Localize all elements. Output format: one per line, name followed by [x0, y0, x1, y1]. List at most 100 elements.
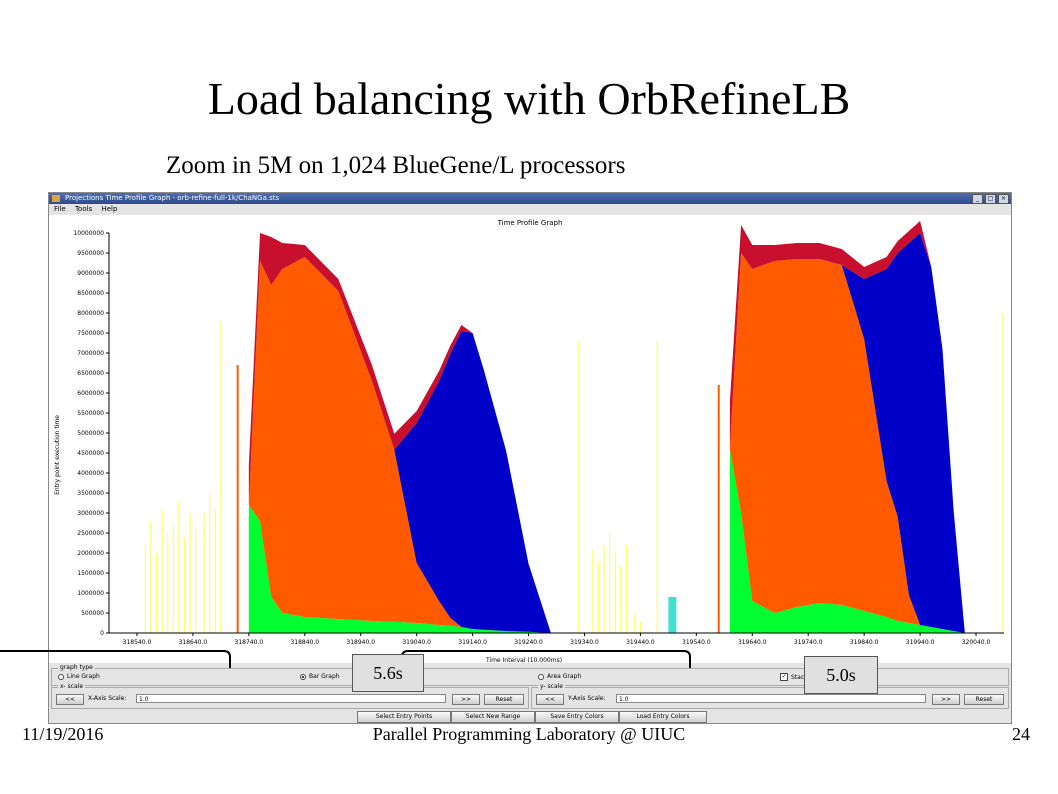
y-scale-next-button[interactable]: >>: [932, 694, 960, 705]
y-tick-label: 500000: [81, 610, 104, 617]
y-tick-label: 6000000: [77, 390, 104, 397]
x-scale-next-button[interactable]: >>: [452, 694, 480, 705]
stacked-areas: [248, 221, 965, 633]
bracket-first-end: [0, 650, 231, 668]
x-tick-label: 318840.0: [290, 639, 319, 646]
area-blue-block-1: [248, 257, 551, 633]
y-scale-prev-button[interactable]: <<: [536, 694, 564, 705]
area-orange-block-1: [248, 257, 551, 633]
y-axis-scale-field[interactable]: 1.0: [616, 694, 926, 703]
footer-date: 11/19/2016: [22, 724, 104, 744]
y-tick-label: 3500000: [77, 490, 104, 497]
window-titlebar[interactable]: Projections Time Profile Graph - orb-ref…: [49, 193, 1011, 204]
select-new-range-button[interactable]: Select New Range: [451, 711, 535, 723]
y-tick-label: 9000000: [77, 270, 104, 277]
slide-subtitle: Zoom in 5M on 1,024 BlueGene/L processor…: [166, 152, 626, 179]
radio-icon: [58, 673, 64, 680]
x-scale-reset-button[interactable]: Reset: [484, 694, 524, 705]
y-scale-label: y- scale: [538, 683, 565, 690]
y-tick-label: 6500000: [77, 370, 104, 377]
x-tick-label: 318940.0: [346, 639, 375, 646]
area-blue-block-2: [729, 233, 965, 633]
close-button[interactable]: ×: [998, 194, 1009, 204]
y-tick-label: 1000000: [77, 590, 104, 597]
x-axis-label: Time Interval (10.000ms): [485, 657, 562, 663]
background-spikes: [144, 313, 1004, 633]
x-tick-label: 319740.0: [794, 639, 823, 646]
bar-graph-radio[interactable]: Bar Graph: [300, 673, 340, 680]
duration-label-second: 5.0s: [804, 656, 878, 694]
y-axis-scale-label: Y-Axis Scale:: [568, 695, 606, 702]
select-entry-points-button[interactable]: Select Entry Points: [357, 711, 451, 723]
footer-lab: Parallel Programming Laboratory @ UIUC: [372, 724, 686, 744]
area-green-block-1: [248, 505, 551, 633]
x-tick-label: 319140.0: [458, 639, 487, 646]
menubar: File Tools Help: [49, 204, 1011, 214]
bracket-second: [401, 650, 691, 668]
load-entry-colors-button[interactable]: Load Entry Colors: [619, 711, 707, 723]
x-tick-label: 319640.0: [738, 639, 767, 646]
time-profile-chart: Time Profile Graph 0 500000 1000000 1500000…: [54, 219, 1004, 663]
window-title: Projections Time Profile Graph - orb-ref…: [65, 194, 280, 202]
area-red-block-1: [248, 233, 551, 633]
graph-type-panel: graph type Line Graph Bar Graph Area Gra…: [51, 664, 1009, 686]
area-red-block-2: [729, 221, 965, 633]
chart-axes: 0 500000 1000000 1500000 2000000 2500000 30000…: [73, 230, 1004, 646]
y-tick-label: 4500000: [77, 450, 104, 457]
line-graph-label: Line Graph: [67, 673, 100, 680]
time-profile-plot[interactable]: Time Profile Graph 0 500000 1000000 1500000…: [49, 215, 1011, 663]
save-entry-colors-button[interactable]: Save Entry Colors: [535, 711, 619, 723]
stacked-checkbox[interactable]: ✓ Stacked: [780, 673, 815, 681]
stacked-label: Stacked: [791, 673, 815, 681]
x-scale-label: x- scale: [58, 683, 86, 690]
x-tick-label: 319540.0: [682, 639, 711, 646]
x-tick-label: 318540.0: [123, 639, 152, 646]
menu-file[interactable]: File: [54, 205, 66, 213]
x-tick-label: 319040.0: [402, 639, 431, 646]
app-icon: [52, 195, 60, 202]
projections-window: Projections Time Profile Graph - orb-ref…: [48, 192, 1012, 724]
y-tick-label: 7500000: [77, 330, 104, 337]
x-scale-prev-button[interactable]: <<: [56, 694, 84, 705]
checkmark-icon: ✓: [780, 673, 788, 681]
x-tick-label: 318740.0: [235, 639, 264, 646]
x-tick-label: 318640.0: [179, 639, 208, 646]
bar-graph-label: Bar Graph: [309, 673, 340, 680]
x-axis-scale-field[interactable]: 1.0: [136, 694, 446, 703]
y-tick-label: 2000000: [77, 550, 104, 557]
y-tick-label: 1500000: [77, 570, 104, 577]
maximize-button[interactable]: □: [985, 194, 996, 204]
y-scale-panel: y- scale << Y-Axis Scale: 1.0 >> Reset: [531, 683, 1009, 709]
cyan-burst: [668, 597, 677, 633]
y-tick-label: 2500000: [77, 530, 104, 537]
y-tick-label: 4000000: [77, 470, 104, 477]
area-green-block-2: [729, 449, 965, 633]
chart-title: Time Profile Graph: [497, 219, 563, 227]
duration-label-first: 5.6s: [352, 654, 424, 692]
menu-help[interactable]: Help: [101, 205, 118, 213]
minimize-button[interactable]: _: [972, 194, 983, 204]
slide-title: Load balancing with OrbRefineLB: [207, 73, 851, 124]
radio-selected-icon: [300, 673, 306, 680]
y-tick-label: 5500000: [77, 410, 104, 417]
x-tick-label: 319840.0: [850, 639, 879, 646]
area-orange-block-2: [729, 253, 965, 633]
radio-icon: [538, 673, 544, 680]
menu-tools[interactable]: Tools: [74, 205, 93, 213]
y-tick-label: 3000000: [77, 510, 104, 517]
x-tick-label: 319440.0: [626, 639, 655, 646]
graph-type-label: graph type: [58, 664, 95, 671]
y-tick-label: 8500000: [77, 290, 104, 297]
area-graph-radio[interactable]: Area Graph: [538, 673, 581, 680]
y-scale-reset-button[interactable]: Reset: [964, 694, 1004, 705]
y-tick-label: 7000000: [77, 350, 104, 357]
line-graph-radio[interactable]: Line Graph: [58, 673, 100, 680]
x-tick-label: 319340.0: [570, 639, 599, 646]
area-graph-label: Area Graph: [547, 673, 582, 680]
y-tick-label: 5000000: [77, 430, 104, 437]
y-axis-label: Entry point execution time: [54, 415, 61, 495]
y-tick-label: 9500000: [77, 250, 104, 257]
x-tick-label: 319240.0: [514, 639, 543, 646]
y-tick-label: 10000000: [73, 230, 104, 237]
x-scale-panel: x- scale << X-Axis Scale: 1.0 >> Reset: [51, 683, 529, 709]
